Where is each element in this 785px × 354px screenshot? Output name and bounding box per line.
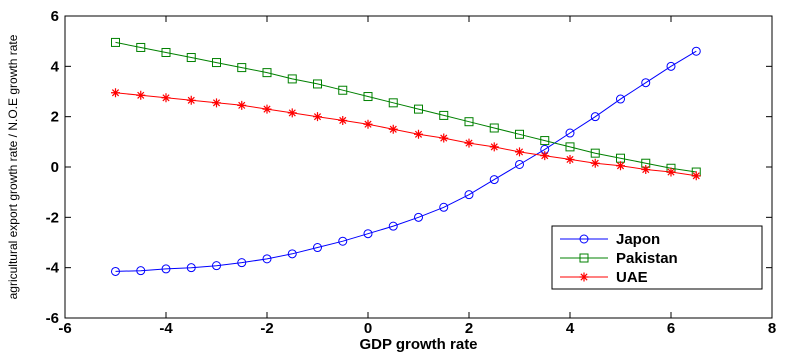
data-point-japon <box>414 212 423 222</box>
data-point-pakistan <box>540 136 550 146</box>
legend-marker-japon <box>579 234 589 244</box>
data-point-japon <box>338 236 348 246</box>
data-point-uae <box>464 138 474 148</box>
legend-label-japon: Japon <box>616 231 660 248</box>
data-point-uae <box>540 151 550 161</box>
data-point-pakistan <box>590 148 600 158</box>
data-point-japon <box>388 221 398 231</box>
y-tick-label: 6 <box>51 8 59 25</box>
data-point-pakistan <box>161 47 171 57</box>
data-point-pakistan <box>414 104 423 114</box>
data-point-pakistan <box>212 58 221 68</box>
data-point-pakistan <box>287 74 297 84</box>
y-axis-label: agricultural export growth rate / N.O.E … <box>6 34 20 299</box>
series-pakistan <box>111 37 701 177</box>
data-point-uae <box>616 161 625 171</box>
legend-item-uae: UAE <box>560 269 648 286</box>
data-point-uae <box>363 119 373 129</box>
data-point-uae <box>212 98 221 108</box>
x-tick-label: 2 <box>465 320 473 337</box>
series-japon <box>111 46 701 276</box>
x-tick-label: -4 <box>159 320 173 337</box>
data-point-pakistan <box>515 129 524 139</box>
data-point-uae <box>111 88 120 98</box>
data-point-uae <box>489 142 499 152</box>
y-tick-label: 4 <box>51 58 60 75</box>
legend-label-uae: UAE <box>616 269 648 286</box>
legend-marker-pakistan <box>579 253 589 263</box>
x-tick-label: 0 <box>364 320 372 337</box>
series-uae <box>111 88 701 181</box>
x-tick-label: -6 <box>58 320 71 337</box>
x-tick-label: 6 <box>667 320 675 337</box>
data-point-japon <box>287 249 297 259</box>
data-point-uae <box>565 154 575 164</box>
data-point-japon <box>691 46 701 56</box>
data-point-japon <box>186 263 196 273</box>
x-tick-label: -2 <box>260 320 273 337</box>
legend-item-pakistan: Pakistan <box>560 250 678 267</box>
x-axis-label: GDP growth rate <box>359 336 477 353</box>
data-point-uae <box>388 124 398 134</box>
data-point-pakistan <box>565 142 575 152</box>
data-point-pakistan <box>237 63 247 73</box>
data-point-japon <box>489 175 499 185</box>
data-point-pakistan <box>186 53 196 63</box>
data-point-japon <box>212 261 221 271</box>
data-point-uae <box>136 90 146 100</box>
data-point-uae <box>641 165 651 175</box>
y-tick-label: 0 <box>51 159 59 176</box>
data-point-japon <box>161 264 171 274</box>
data-point-pakistan <box>111 37 120 47</box>
data-point-uae <box>414 129 423 139</box>
data-point-japon <box>515 159 524 169</box>
data-point-japon <box>464 190 474 200</box>
y-tick-label: 2 <box>51 109 59 126</box>
data-point-japon <box>590 112 600 122</box>
data-point-japon <box>666 61 676 71</box>
data-point-uae <box>161 93 171 103</box>
y-tick-label: -2 <box>46 209 59 226</box>
data-point-uae <box>338 115 348 125</box>
x-tick-label: 8 <box>768 320 776 337</box>
data-point-pakistan <box>313 79 322 89</box>
data-point-japon <box>111 266 120 276</box>
data-point-japon <box>565 128 575 138</box>
data-point-japon <box>313 243 322 253</box>
data-point-uae <box>666 167 676 177</box>
data-point-pakistan <box>136 42 146 52</box>
y-tick-label: -6 <box>46 310 59 327</box>
legend-marker-uae <box>579 272 589 282</box>
y-tick-label: -4 <box>46 260 60 277</box>
data-point-japon <box>237 258 247 268</box>
data-point-japon <box>616 94 625 104</box>
data-point-uae <box>287 108 297 118</box>
legend: Japon Pakistan UAE <box>551 225 763 290</box>
data-point-pakistan <box>439 110 449 120</box>
data-point-pakistan <box>388 98 398 108</box>
x-tick-label: 4 <box>566 320 575 337</box>
legend-item-japon: Japon <box>560 231 660 248</box>
data-point-uae <box>313 112 322 122</box>
data-point-pakistan <box>489 123 499 133</box>
data-point-pakistan <box>338 85 348 95</box>
legend-label-pakistan: Pakistan <box>616 250 678 267</box>
data-point-japon <box>136 266 146 276</box>
data-point-japon <box>262 254 272 264</box>
data-point-uae <box>590 158 600 168</box>
data-point-uae <box>186 95 196 105</box>
data-point-japon <box>641 78 651 88</box>
data-point-japon <box>439 202 449 212</box>
data-point-uae <box>515 147 524 157</box>
data-point-japon <box>363 229 373 239</box>
data-point-pakistan <box>262 68 272 78</box>
data-point-uae <box>691 171 701 181</box>
data-point-pakistan <box>464 117 474 127</box>
data-point-uae <box>262 104 272 114</box>
data-point-uae <box>237 100 247 110</box>
data-point-pakistan <box>363 92 373 102</box>
data-point-uae <box>439 133 449 143</box>
